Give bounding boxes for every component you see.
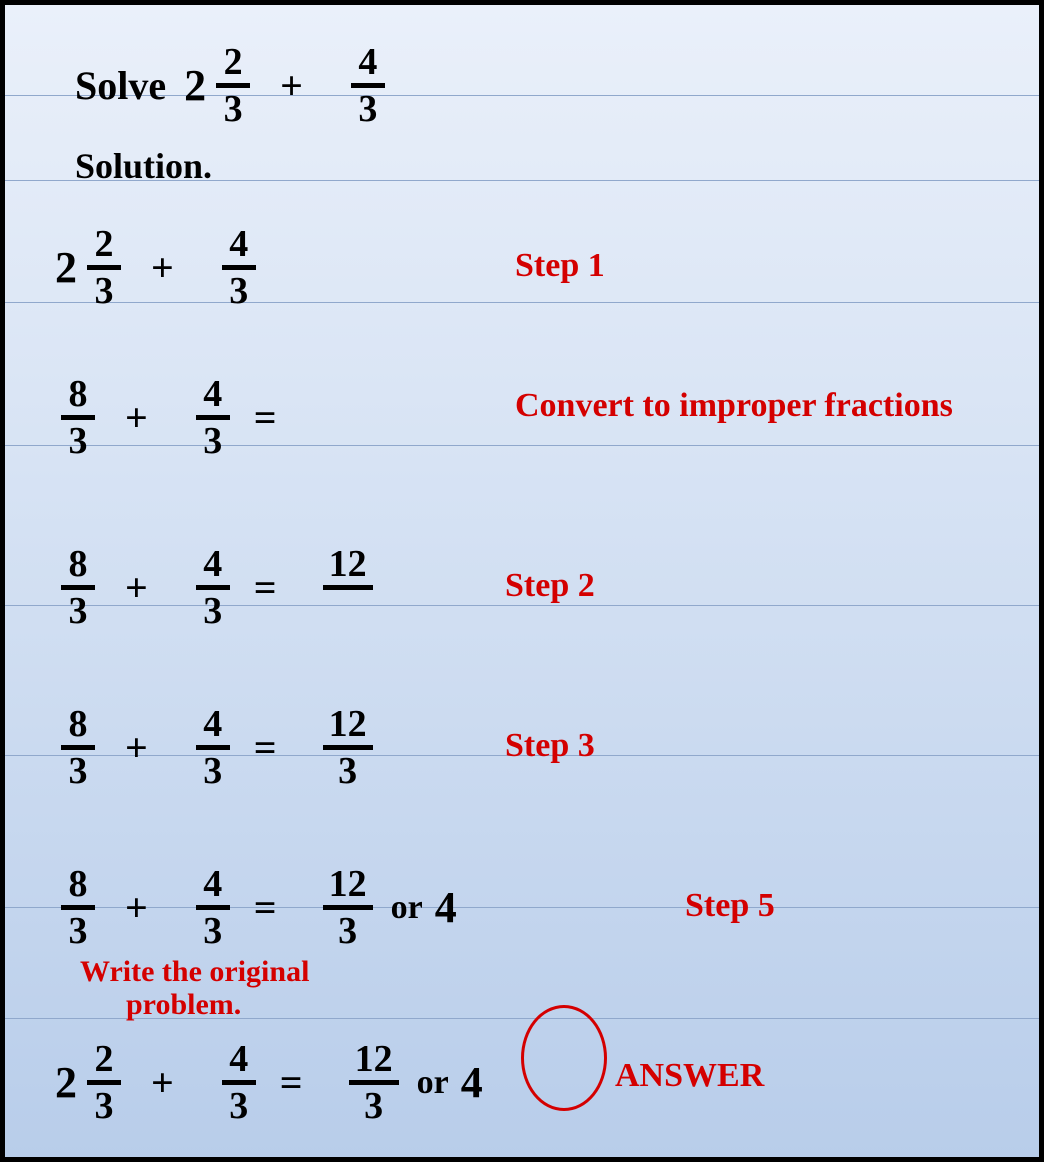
step5-result: 12 3: [323, 865, 373, 950]
denominator: 3: [218, 88, 249, 128]
step2-frac2: 4 3: [196, 545, 230, 630]
step5-alt: 4: [435, 882, 457, 933]
step1-label: Step 1: [515, 247, 605, 285]
write-note: Write the original problem.: [80, 955, 309, 1021]
numerator: 12: [323, 545, 373, 585]
title-frac2: 4 3: [351, 43, 385, 128]
answer-alt: 4: [461, 1057, 483, 1108]
solution-heading: Solution.: [75, 145, 1019, 187]
plus-op: +: [125, 724, 148, 771]
title-whole: 2: [184, 60, 210, 111]
numerator: 2: [89, 225, 120, 265]
denominator: 3: [89, 270, 120, 310]
or-label: or: [391, 889, 423, 927]
equals-op: =: [280, 1059, 303, 1106]
numerator: 12: [323, 865, 373, 905]
denominator: 3: [197, 910, 228, 950]
denominator: 3: [63, 910, 94, 950]
numerator: 2: [89, 1040, 120, 1080]
numerator: 12: [323, 705, 373, 745]
plus-op: +: [151, 1059, 174, 1106]
step5-row: 8 3 + 4 3 = 12 3 or 4: [55, 865, 1019, 950]
numerator: 2: [218, 43, 249, 83]
solve-label: Solve: [75, 62, 166, 109]
numerator: 4: [352, 43, 383, 83]
step5-label: Step 5: [685, 887, 775, 925]
denominator: 3: [352, 88, 383, 128]
denominator: 3: [197, 750, 228, 790]
step5-frac1: 8 3: [61, 865, 95, 950]
denominator: [342, 590, 354, 630]
step3-result: 12 3: [323, 705, 373, 790]
plus-op: +: [151, 244, 174, 291]
plus-op: +: [125, 564, 148, 611]
denominator: 3: [358, 1085, 389, 1125]
step2-label: Step 2: [505, 567, 595, 605]
equals-op: =: [254, 884, 277, 931]
denominator: 3: [63, 420, 94, 460]
convert-frac2: 4 3: [196, 375, 230, 460]
answer-frac2: 4 3: [222, 1040, 256, 1125]
convert-frac1: 8 3: [61, 375, 95, 460]
denominator: 3: [332, 750, 363, 790]
step1-whole: 2: [55, 242, 81, 293]
step3-frac1: 8 3: [61, 705, 95, 790]
answer-result: 12 3: [349, 1040, 399, 1125]
plus-op: +: [280, 62, 303, 109]
step1-frac1: 2 3: [87, 225, 121, 310]
denominator: 3: [223, 1085, 254, 1125]
step3-frac2: 4 3: [196, 705, 230, 790]
numerator: 8: [63, 865, 94, 905]
answer-circle: [521, 1005, 607, 1111]
title-frac1: 2 3: [216, 43, 250, 128]
numerator: 4: [197, 375, 228, 415]
plus-op: +: [125, 884, 148, 931]
solution-label: Solution.: [75, 145, 212, 187]
numerator: 4: [197, 545, 228, 585]
numerator: 4: [197, 865, 228, 905]
step3-label: Step 3: [505, 727, 595, 765]
numerator: 4: [223, 1040, 254, 1080]
answer-whole: 2: [55, 1057, 81, 1108]
numerator: 8: [63, 705, 94, 745]
equals-op: =: [254, 564, 277, 611]
denominator: 3: [223, 270, 254, 310]
denominator: 3: [197, 590, 228, 630]
answer-frac1: 2 3: [87, 1040, 121, 1125]
step2-result: 12: [323, 545, 373, 630]
equals-op: =: [254, 724, 277, 771]
equals-op: =: [254, 394, 277, 441]
numerator: 8: [63, 375, 94, 415]
denominator: 3: [332, 910, 363, 950]
numerator: 8: [63, 545, 94, 585]
step1-frac2: 4 3: [222, 225, 256, 310]
numerator: 4: [223, 225, 254, 265]
write-note-line2: problem.: [80, 988, 309, 1021]
denominator: 3: [89, 1085, 120, 1125]
step2-frac1: 8 3: [61, 545, 95, 630]
denominator: 3: [63, 590, 94, 630]
denominator: 3: [197, 420, 228, 460]
write-note-line1: Write the original: [80, 955, 309, 988]
answer-label: ANSWER: [615, 1057, 764, 1095]
problem-title: Solve 2 2 3 + 4 3: [75, 43, 1019, 128]
plus-op: +: [125, 394, 148, 441]
numerator: 12: [349, 1040, 399, 1080]
or-label: or: [417, 1064, 449, 1102]
denominator: 3: [63, 750, 94, 790]
numerator: 4: [197, 705, 228, 745]
step5-frac2: 4 3: [196, 865, 230, 950]
convert-label: Convert to improper fractions: [515, 387, 953, 425]
